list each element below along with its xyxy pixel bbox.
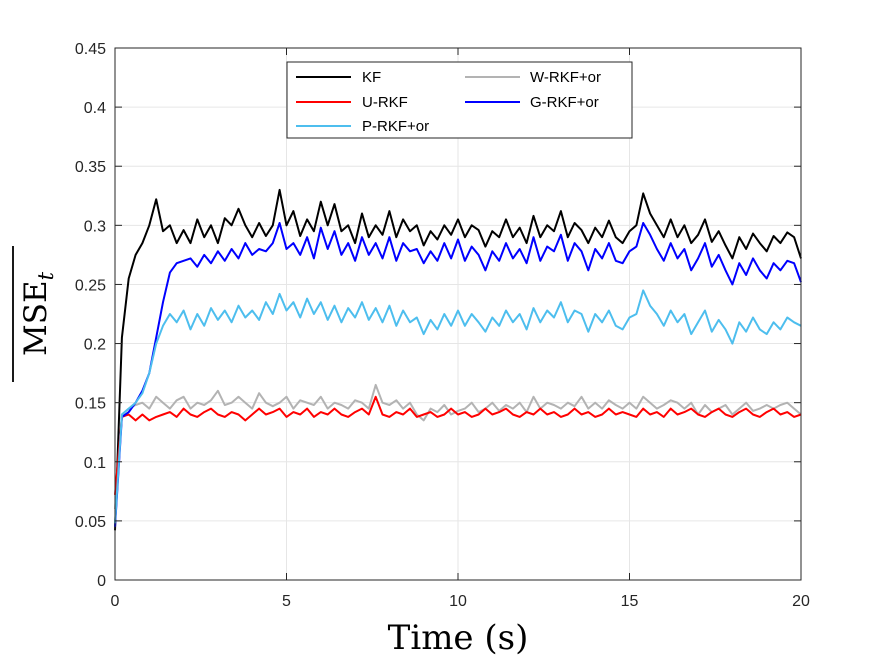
- x-tick-label: 0: [111, 593, 120, 610]
- y-tick-label: 0.05: [75, 514, 106, 531]
- x-tick-label: 15: [621, 593, 639, 610]
- y-tick-label: 0.4: [84, 100, 106, 117]
- x-tick-label: 20: [792, 593, 810, 610]
- y-tick-label: 0.45: [75, 41, 106, 58]
- legend-label-p-rkf: P-RKF+or: [362, 118, 429, 135]
- ticks: [114, 47, 802, 581]
- legend-label-u-rkf: U-RKF: [362, 94, 408, 111]
- y-axis-title: MSEt: [12, 246, 58, 382]
- y-tick-label: 0.15: [75, 396, 106, 413]
- x-tick-label: 5: [282, 593, 291, 610]
- y-tick-labels: 0 0.05 0.1 0.15 0.2 0.25 0.3 0.35 0.4 0.45: [75, 41, 106, 590]
- series-line-kf: [114, 188, 802, 531]
- series-layer: [114, 188, 802, 531]
- series-line-p-rkf-or: [114, 289, 802, 524]
- legend-label-w-rkf: W-RKF+or: [530, 69, 601, 86]
- y-tick-label: 0: [97, 573, 106, 590]
- y-tick-label: 0.2: [84, 337, 106, 354]
- legend: KF W-RKF+or U-RKF G-RKF+or P-RKF+or: [286, 61, 633, 139]
- y-tick-label: 0.25: [75, 277, 106, 294]
- y-axis-title-subscript: t: [34, 271, 58, 280]
- x-axis-title: Time (s): [388, 618, 529, 658]
- svg-text:MSEt: MSEt: [18, 271, 58, 356]
- legend-label-kf: KF: [362, 69, 381, 86]
- x-tick-labels: 0 5 10 15 20: [111, 593, 810, 610]
- series-line-u-rkf: [114, 395, 802, 495]
- x-tick-label: 10: [449, 593, 467, 610]
- y-tick-label: 0.35: [75, 159, 106, 176]
- y-axis-title-base: MSE: [18, 280, 54, 356]
- y-tick-label: 0.3: [84, 218, 106, 235]
- legend-label-g-rkf: G-RKF+or: [530, 94, 599, 111]
- series-line-w-rkf-or: [114, 383, 802, 510]
- y-tick-label: 0.1: [84, 455, 106, 472]
- series-line-g-rkf-or: [114, 222, 802, 527]
